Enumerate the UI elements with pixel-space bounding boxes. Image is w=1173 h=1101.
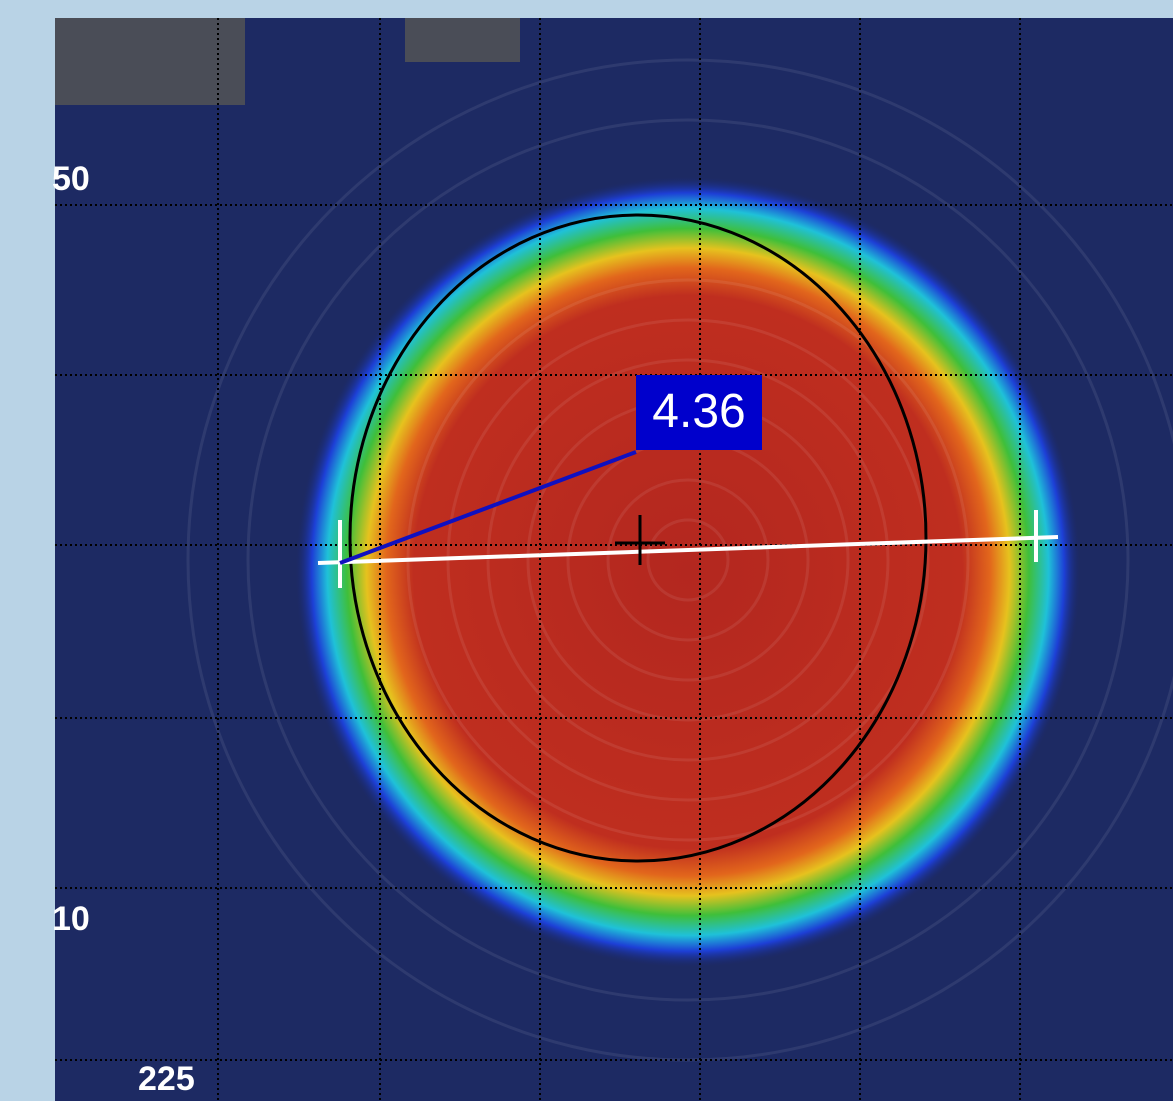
page: {"axis_labels": {"upper": "50", "lower":… — [0, 0, 1173, 1101]
beam-profile-view: 4.36 50 10 225 — [0, 0, 1173, 1101]
axis-label: 225 — [138, 1060, 195, 1098]
artifact-block — [405, 18, 520, 62]
artifact-block — [55, 18, 245, 105]
measurement-value: 4.36 — [652, 385, 745, 438]
axis-label: 10 — [52, 900, 90, 938]
beam-heatmap — [296, 177, 1080, 967]
axis-label: 50 — [52, 160, 90, 198]
